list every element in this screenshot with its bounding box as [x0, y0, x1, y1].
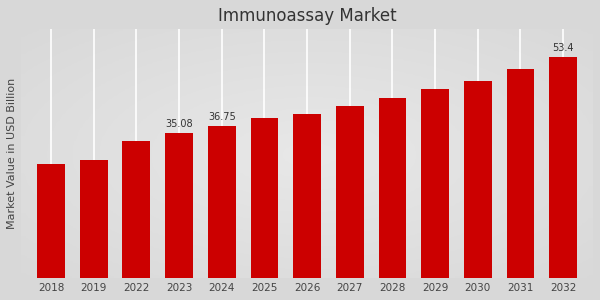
Bar	[336, 106, 364, 278]
Text: 35.08: 35.08	[165, 119, 193, 129]
Bar	[37, 164, 65, 278]
Bar	[293, 114, 321, 278]
Title: Immunoassay Market: Immunoassay Market	[218, 7, 397, 25]
Bar	[251, 118, 278, 278]
Bar	[506, 69, 535, 278]
Bar	[379, 98, 406, 278]
Bar	[208, 126, 236, 278]
Text: 53.4: 53.4	[553, 43, 574, 53]
Bar	[80, 160, 107, 278]
Y-axis label: Market Value in USD Billion: Market Value in USD Billion	[7, 78, 17, 230]
Bar	[421, 89, 449, 278]
Bar	[122, 141, 150, 278]
Bar	[165, 133, 193, 278]
Bar	[464, 81, 491, 278]
Text: 36.75: 36.75	[208, 112, 236, 122]
Bar	[550, 57, 577, 278]
